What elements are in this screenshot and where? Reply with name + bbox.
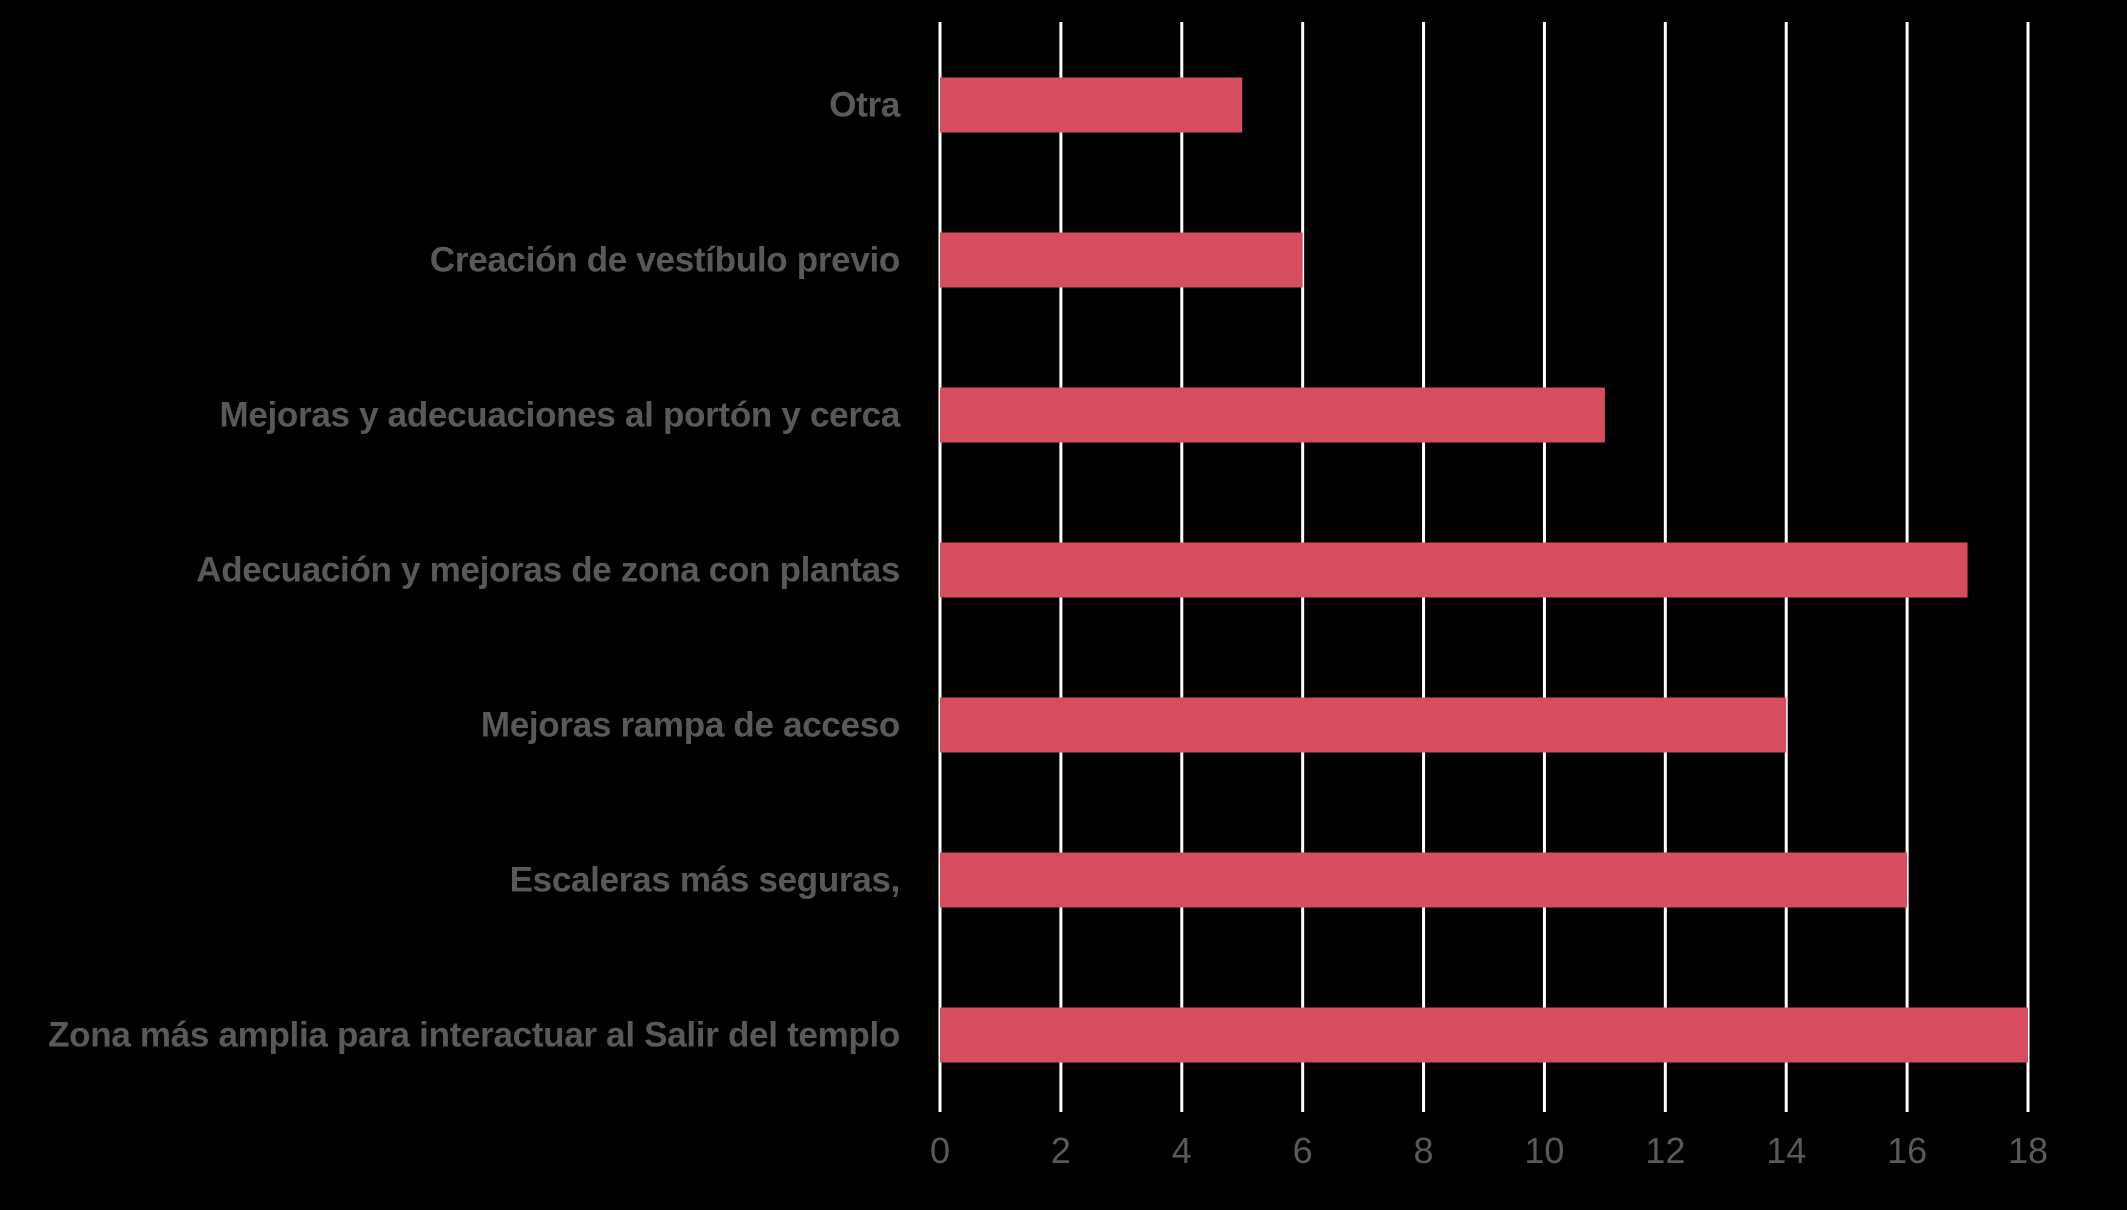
x-tick-label: 4 — [1172, 1130, 1192, 1171]
category-label: Creación de vestíbulo previo — [430, 241, 900, 280]
category-label: Zona más amplia para interactuar al Sali… — [48, 1016, 900, 1055]
bar — [940, 542, 1968, 598]
x-tick-label: 0 — [930, 1130, 950, 1171]
x-tick-label: 8 — [1414, 1130, 1434, 1171]
x-tick-label: 14 — [1766, 1130, 1806, 1171]
x-axis-tick-labels: 0 2 4 6 8 10 12 14 16 18 — [930, 1130, 2048, 1171]
x-tick-label: 10 — [1524, 1130, 1564, 1171]
bar — [940, 387, 1605, 443]
category-label: Otra — [829, 86, 901, 125]
category-label: Mejoras rampa de acceso — [481, 706, 900, 745]
bar — [940, 852, 1908, 908]
bar — [940, 697, 1787, 753]
x-tick-label: 6 — [1293, 1130, 1313, 1171]
category-label: Escaleras más seguras, — [510, 861, 900, 900]
bars — [940, 77, 2028, 1063]
category-label: Mejoras y adecuaciones al portón y cerca — [219, 396, 900, 435]
category-labels: Otra Creación de vestíbulo previo Mejoras … — [48, 86, 901, 1055]
bar — [940, 1007, 2028, 1063]
bar — [940, 77, 1243, 133]
category-label: Adecuación y mejoras de zona con plantas — [196, 551, 900, 590]
x-tick-label: 2 — [1051, 1130, 1071, 1171]
x-tick-label: 12 — [1645, 1130, 1685, 1171]
bar — [940, 232, 1303, 288]
x-tick-label: 18 — [2008, 1130, 2048, 1171]
x-tick-label: 16 — [1887, 1130, 1927, 1171]
